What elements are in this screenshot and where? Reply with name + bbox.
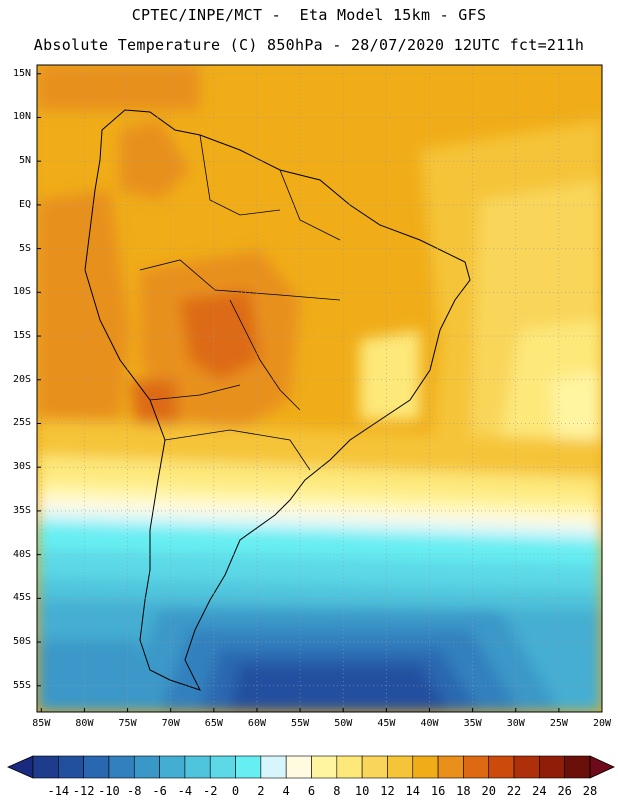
colorbar-label: 14 bbox=[405, 784, 420, 798]
colorbar-label: 0 bbox=[231, 784, 240, 798]
plot-frame bbox=[36, 64, 603, 713]
colorbar-segment bbox=[83, 755, 110, 779]
colorbar-label: -2 bbox=[202, 784, 218, 798]
colorbar-segment bbox=[159, 755, 186, 779]
colorbar-label: -14 bbox=[47, 784, 70, 798]
colorbar-max-arrow bbox=[589, 755, 615, 779]
colorbar-segment bbox=[311, 755, 338, 779]
colorbar-segment bbox=[184, 755, 211, 779]
colorbar-segment bbox=[488, 755, 515, 779]
lat-label: 55S bbox=[12, 679, 31, 691]
lat-label: 30S bbox=[12, 461, 31, 473]
lon-label: 75W bbox=[118, 718, 137, 729]
colorbar-segment bbox=[387, 755, 414, 779]
lat-label: 35S bbox=[12, 504, 31, 516]
lon-label: 70W bbox=[161, 718, 180, 729]
lat-label: EQ bbox=[18, 198, 31, 210]
lat-label: 45S bbox=[12, 592, 31, 604]
colorbar-label: 4 bbox=[282, 784, 290, 798]
colorbar-label: 22 bbox=[506, 784, 522, 798]
lat-label: 20S bbox=[12, 373, 31, 385]
lat-label: 50S bbox=[12, 636, 31, 648]
colorbar-label: -12 bbox=[72, 784, 95, 798]
colorbar-label: 12 bbox=[380, 784, 395, 798]
lat-label: 40S bbox=[12, 548, 31, 560]
colorbar-segment bbox=[539, 755, 565, 779]
colorbar-label: -10 bbox=[98, 784, 120, 798]
lat-label: 5S bbox=[18, 242, 31, 254]
colorbar-segment bbox=[58, 755, 84, 779]
lon-label: 50W bbox=[334, 718, 353, 729]
lon-label: 80W bbox=[75, 718, 94, 729]
lon-label: 45W bbox=[377, 718, 396, 729]
lon-label: 20W bbox=[592, 718, 612, 729]
colorbar-min-arrow bbox=[7, 755, 34, 779]
lon-label: 35W bbox=[463, 718, 482, 729]
lat-label: 5N bbox=[18, 155, 31, 167]
colorbar-label: 18 bbox=[456, 784, 471, 798]
lon-label: 65W bbox=[204, 718, 223, 729]
lon-label: 30W bbox=[506, 718, 525, 729]
colorbar-segment bbox=[336, 755, 363, 779]
colorbar-label: -8 bbox=[127, 784, 142, 798]
colorbar-segment bbox=[463, 755, 490, 779]
colorbar-segment bbox=[564, 755, 591, 779]
colorbar-segment bbox=[513, 755, 540, 779]
colorbar-segment bbox=[285, 755, 312, 779]
colorbar-label: -4 bbox=[177, 784, 193, 798]
temperature-field bbox=[37, 65, 602, 712]
colorbar-label: 28 bbox=[582, 784, 598, 798]
lat-label: 15S bbox=[12, 330, 31, 342]
map-subtitle: Absolute Temperature (C) 850hPa - 28/07/… bbox=[33, 36, 585, 54]
colorbar-label: 2 bbox=[257, 784, 265, 798]
colorbar-label: 10 bbox=[354, 784, 370, 798]
lon-label: 25W bbox=[549, 718, 568, 729]
lat-label: 15N bbox=[12, 67, 31, 79]
lon-label: 40W bbox=[420, 718, 439, 729]
colorbar-label: 20 bbox=[481, 784, 496, 798]
colorbar-segment bbox=[32, 755, 59, 779]
lon-label: 55W bbox=[291, 718, 310, 729]
colorbar-segment bbox=[133, 755, 160, 779]
colorbar-segment bbox=[108, 755, 135, 779]
colorbar-segment bbox=[260, 755, 287, 779]
colorbar-segment bbox=[412, 755, 439, 779]
lat-label: 25S bbox=[12, 417, 31, 429]
colorbar-segment bbox=[437, 755, 464, 779]
colorbar bbox=[7, 755, 615, 779]
country-borders bbox=[139, 134, 341, 471]
lon-label: 85W bbox=[32, 718, 51, 729]
colorbar-segment bbox=[361, 755, 388, 779]
colorbar-label: 6 bbox=[307, 784, 316, 798]
colorbar-label: -6 bbox=[152, 784, 167, 798]
colorbar-segment bbox=[209, 755, 236, 779]
coastline bbox=[84, 109, 471, 691]
colorbar-label: 26 bbox=[557, 784, 572, 798]
lat-label: 10S bbox=[12, 286, 31, 298]
axis-ticks bbox=[37, 73, 603, 712]
lon-label: 60W bbox=[247, 718, 266, 729]
colorbar-segment bbox=[235, 755, 262, 779]
colorbar-label: 8 bbox=[333, 784, 341, 798]
colorbar-label: 16 bbox=[430, 784, 446, 798]
colorbar-label: 24 bbox=[532, 784, 547, 798]
lat-label: 10N bbox=[12, 111, 31, 123]
map-title: CPTEC/INPE/MCT - Eta Model 15km - GFS bbox=[131, 6, 487, 24]
